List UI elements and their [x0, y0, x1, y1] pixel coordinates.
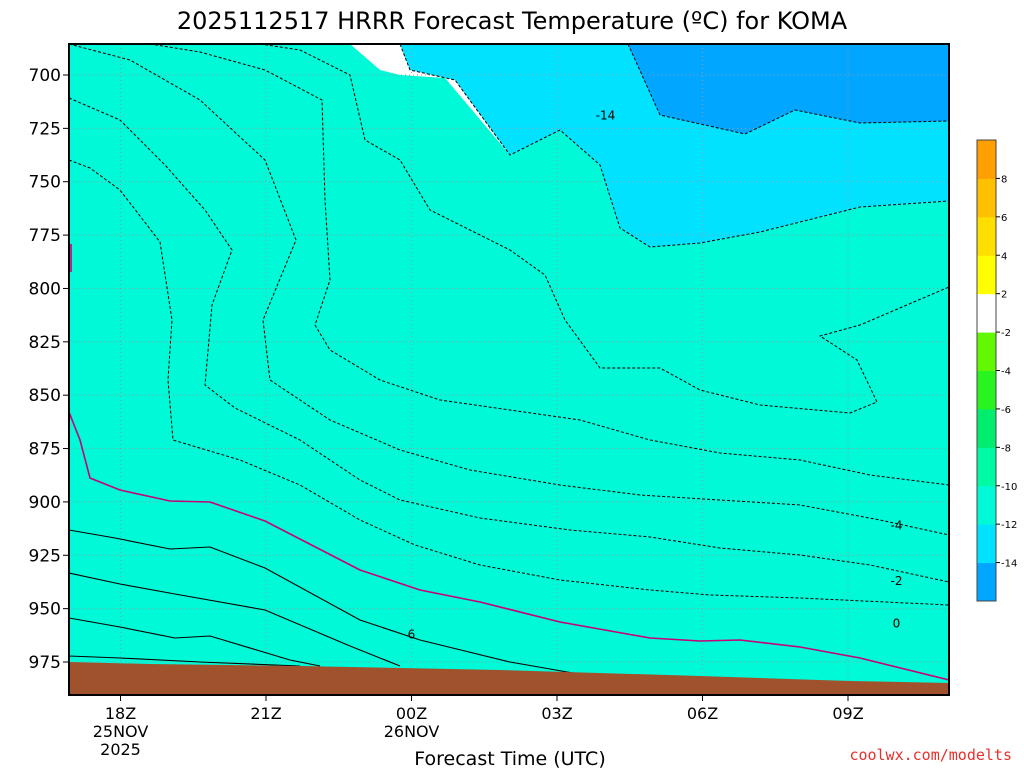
- ground: [69, 662, 949, 695]
- x-tick-label: 18Z: [105, 704, 136, 723]
- colorbar-label: -2: [1001, 328, 1011, 339]
- colorbar-label: 6: [1001, 213, 1007, 224]
- y-tick-label: 875: [29, 440, 61, 460]
- colorbar-swatch: [977, 485, 996, 525]
- chart-title: 2025112517 HRRR Forecast Temperature (ºC…: [177, 7, 848, 35]
- grid: [69, 44, 949, 695]
- y-tick-label: 725: [29, 119, 61, 139]
- contour-minus-12: [399, 44, 949, 248]
- colorbar-swatch: [977, 408, 996, 448]
- colorbar-label: 2: [1001, 290, 1007, 301]
- y-tick-label: 775: [29, 226, 61, 246]
- contour-minus-14: [627, 44, 949, 135]
- colorbar-swatch: [977, 447, 996, 487]
- colorbar-label: -4: [1001, 367, 1011, 378]
- contour-plus-2: [69, 529, 591, 677]
- colorbar: -14 -12 -10 -8 -6 -4 -2 2 4 6 8: [976, 139, 1017, 602]
- contour-label: 0: [893, 617, 901, 631]
- band-minus-14: [628, 44, 949, 134]
- y-tick-label: 750: [29, 173, 61, 193]
- colorbar-swatch: [977, 293, 996, 333]
- colorbar-swatch: [977, 332, 996, 371]
- colorbar-swatch: [977, 140, 996, 179]
- plot-frame: [68, 43, 950, 696]
- x-tick-date: 25NOV: [93, 722, 149, 741]
- credit-text: coolwx.com/modelts: [849, 746, 1012, 764]
- colorbar-swatch: [977, 370, 996, 410]
- contour-minus-8: [149, 44, 949, 486]
- colorbar-label: -6: [1001, 405, 1011, 416]
- y-tick-label: 850: [29, 386, 61, 406]
- colorbar-swatch: [977, 255, 996, 295]
- y-axis: 700 725 750 775 800 825 850 875 900 925 950 975: [29, 66, 69, 673]
- contour-label: 6: [408, 627, 416, 641]
- contour-minus-6: [69, 44, 949, 536]
- contour-plus-4: [69, 572, 401, 667]
- y-tick-label: 900: [29, 493, 61, 513]
- y-tick-label: 950: [29, 600, 61, 620]
- contour-label: -4: [891, 518, 903, 532]
- x-tick-date: 2025: [100, 740, 141, 759]
- colorbar-swatch: [977, 562, 996, 602]
- contour-minus-4: [69, 97, 949, 583]
- plot-area: -14 -4 -2 0 6: [69, 44, 949, 695]
- x-tick-label: 06Z: [687, 704, 718, 723]
- contour-zero: [69, 411, 949, 681]
- x-tick-date: 26NOV: [384, 722, 440, 741]
- colorbar-label: -10: [1001, 482, 1017, 493]
- x-tick-label: 21Z: [250, 704, 281, 723]
- x-tick-label: 00Z: [396, 704, 427, 723]
- contour-labels: -14 -4 -2 0 6: [408, 109, 903, 642]
- contour-plus-6: [69, 617, 321, 667]
- band-minus-10: [69, 44, 949, 695]
- y-tick-label: 800: [29, 279, 61, 299]
- colorbar-label: -14: [1001, 559, 1017, 570]
- colorbar-label: 4: [1001, 251, 1007, 262]
- colorbar-swatch: [977, 216, 996, 256]
- positive-contours: [69, 529, 591, 677]
- zero-contours: [69, 244, 949, 681]
- colorbar-swatch: [977, 178, 996, 218]
- colorbar-swatch: [977, 524, 996, 564]
- contour-label: -14: [596, 109, 616, 123]
- colorbar-label: -12: [1001, 520, 1017, 531]
- x-tick-label: 03Z: [541, 704, 572, 723]
- y-tick-label: 925: [29, 546, 61, 566]
- colorbar-label: -8: [1001, 443, 1011, 454]
- y-tick-label: 825: [29, 333, 61, 353]
- x-tick-label: 09Z: [832, 704, 863, 723]
- negative-contours: [69, 44, 949, 606]
- y-tick-label: 975: [29, 653, 61, 673]
- contour-plus-8: [69, 655, 301, 667]
- colorbar-label: 8: [1001, 174, 1007, 185]
- x-axis-label: Forecast Time (UTC): [414, 748, 605, 768]
- contour-minus-10: [259, 44, 949, 414]
- contour-label: -2: [891, 574, 903, 588]
- y-tick-label: 700: [29, 66, 61, 86]
